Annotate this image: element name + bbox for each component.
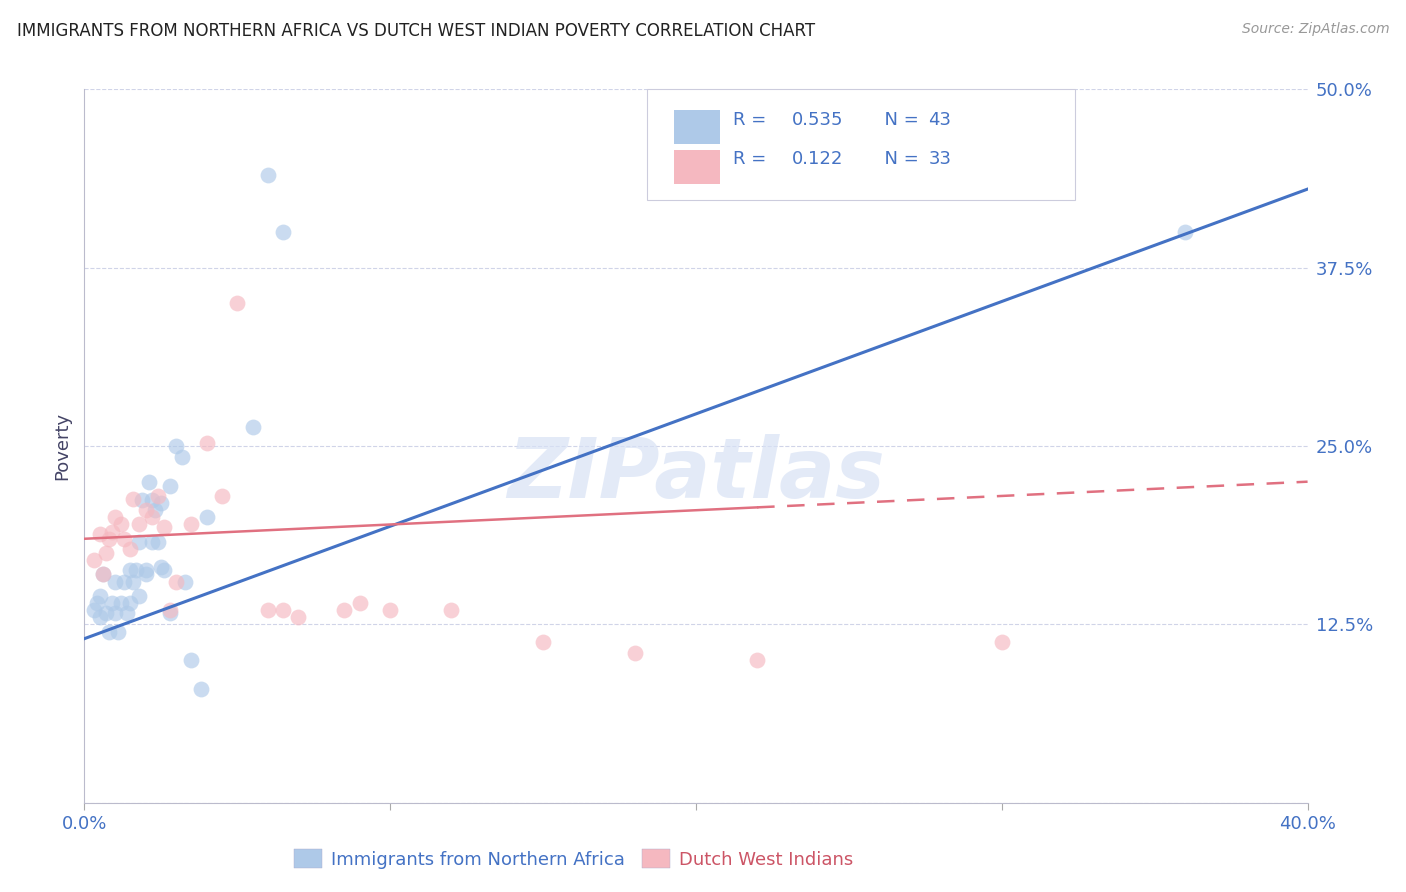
Point bbox=[180, 653, 202, 667]
Point bbox=[120, 596, 142, 610]
Text: R =: R = bbox=[733, 111, 772, 128]
Point bbox=[107, 624, 129, 639]
Point bbox=[333, 603, 356, 617]
Point bbox=[624, 646, 647, 660]
Point bbox=[131, 493, 153, 508]
Point bbox=[101, 596, 124, 610]
Point bbox=[83, 603, 105, 617]
Point bbox=[120, 563, 142, 577]
Point bbox=[146, 489, 169, 503]
Point bbox=[257, 168, 280, 182]
Text: IMMIGRANTS FROM NORTHERN AFRICA VS DUTCH WEST INDIAN POVERTY CORRELATION CHART: IMMIGRANTS FROM NORTHERN AFRICA VS DUTCH… bbox=[17, 22, 815, 40]
Point bbox=[91, 567, 114, 582]
Point bbox=[1174, 225, 1197, 239]
Point bbox=[165, 574, 187, 589]
Text: 0.122: 0.122 bbox=[792, 150, 842, 168]
Point bbox=[135, 503, 157, 517]
Point bbox=[149, 496, 172, 510]
Text: N =: N = bbox=[873, 111, 925, 128]
Legend: Immigrants from Northern Africa, Dutch West Indians: Immigrants from Northern Africa, Dutch W… bbox=[287, 842, 860, 876]
Point bbox=[110, 596, 132, 610]
Point bbox=[991, 634, 1014, 648]
Point bbox=[211, 489, 233, 503]
Point bbox=[97, 624, 120, 639]
Point bbox=[112, 574, 135, 589]
Point bbox=[287, 610, 309, 624]
Text: 43: 43 bbox=[928, 111, 952, 128]
Point bbox=[112, 532, 135, 546]
Y-axis label: Poverty: Poverty bbox=[53, 412, 72, 480]
Point bbox=[195, 436, 218, 450]
Point bbox=[120, 541, 142, 556]
Text: ZIPatlas: ZIPatlas bbox=[508, 434, 884, 515]
Point bbox=[271, 603, 294, 617]
Point bbox=[128, 534, 150, 549]
Point bbox=[141, 534, 163, 549]
Point bbox=[172, 450, 194, 465]
Point bbox=[110, 517, 132, 532]
Point bbox=[349, 596, 371, 610]
Point bbox=[128, 517, 150, 532]
Point bbox=[747, 653, 769, 667]
Point bbox=[122, 574, 145, 589]
Point bbox=[257, 603, 280, 617]
Point bbox=[153, 520, 176, 534]
Point bbox=[91, 567, 114, 582]
Point bbox=[128, 589, 150, 603]
Point bbox=[135, 567, 157, 582]
Point bbox=[94, 546, 117, 560]
Point bbox=[83, 553, 105, 567]
Point bbox=[101, 524, 124, 539]
Point bbox=[165, 439, 187, 453]
Point bbox=[159, 603, 181, 617]
Point bbox=[122, 491, 145, 506]
Point bbox=[104, 510, 127, 524]
Point bbox=[149, 560, 172, 574]
Point bbox=[125, 563, 148, 577]
Point bbox=[174, 574, 197, 589]
FancyBboxPatch shape bbox=[647, 89, 1076, 200]
Point bbox=[89, 527, 111, 541]
Point bbox=[271, 225, 294, 239]
Point bbox=[138, 475, 160, 489]
Point bbox=[159, 479, 181, 493]
Point bbox=[380, 603, 402, 617]
Point bbox=[226, 296, 249, 310]
Text: 33: 33 bbox=[928, 150, 952, 168]
Point bbox=[440, 603, 463, 617]
Point bbox=[135, 563, 157, 577]
Point bbox=[531, 634, 554, 648]
Point bbox=[141, 510, 163, 524]
Point bbox=[97, 532, 120, 546]
Point bbox=[242, 420, 264, 434]
Point bbox=[180, 517, 202, 532]
Point bbox=[115, 606, 138, 620]
Point bbox=[89, 589, 111, 603]
Bar bbox=[673, 150, 720, 184]
Point bbox=[94, 606, 117, 620]
Text: Source: ZipAtlas.com: Source: ZipAtlas.com bbox=[1241, 22, 1389, 37]
Point bbox=[86, 596, 108, 610]
Point bbox=[153, 563, 176, 577]
Bar bbox=[673, 110, 720, 145]
Point bbox=[146, 534, 169, 549]
Point bbox=[159, 606, 181, 620]
Point bbox=[143, 503, 166, 517]
Point bbox=[104, 574, 127, 589]
Text: 0.535: 0.535 bbox=[792, 111, 842, 128]
Text: N =: N = bbox=[873, 150, 925, 168]
Point bbox=[190, 681, 212, 696]
Point bbox=[141, 493, 163, 508]
Point bbox=[104, 606, 127, 620]
Point bbox=[89, 610, 111, 624]
Text: R =: R = bbox=[733, 150, 772, 168]
Point bbox=[195, 510, 218, 524]
